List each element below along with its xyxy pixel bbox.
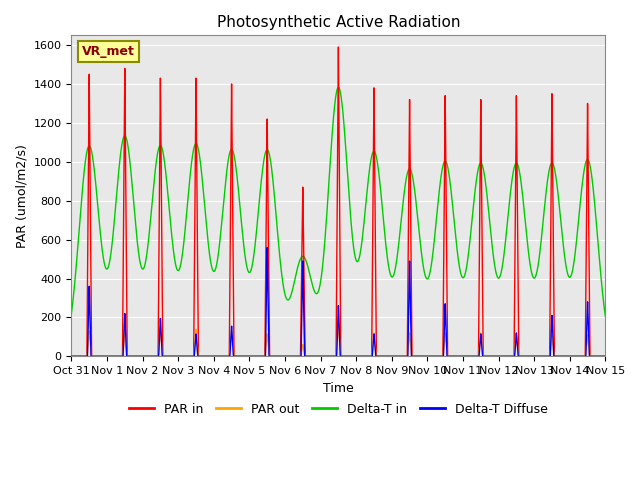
Text: VR_met: VR_met [82, 45, 135, 58]
Title: Photosynthetic Active Radiation: Photosynthetic Active Radiation [216, 15, 460, 30]
Legend: PAR in, PAR out, Delta-T in, Delta-T Diffuse: PAR in, PAR out, Delta-T in, Delta-T Dif… [124, 398, 552, 420]
Y-axis label: PAR (umol/m2/s): PAR (umol/m2/s) [15, 144, 28, 248]
X-axis label: Time: Time [323, 382, 354, 395]
